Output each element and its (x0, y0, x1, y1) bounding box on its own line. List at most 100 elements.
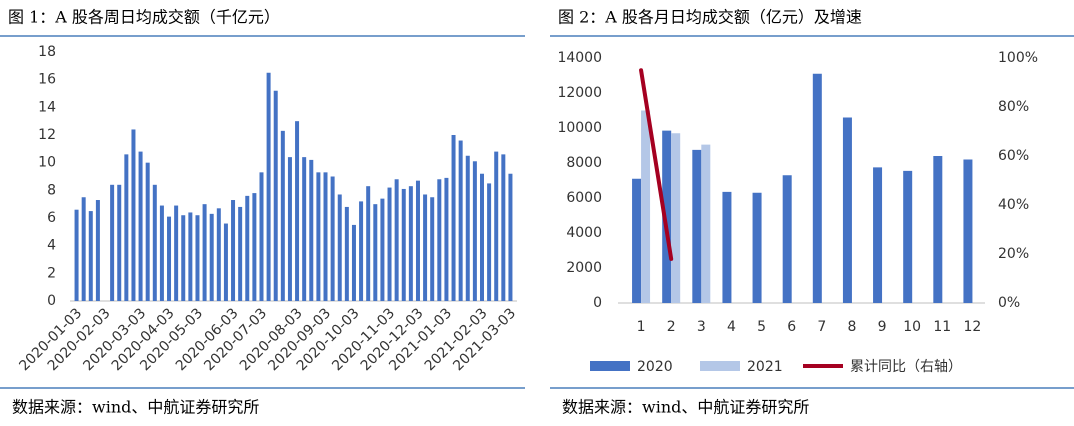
y-tick-label: 8 (47, 182, 56, 198)
bar (465, 155, 470, 301)
x-tick-label: 10 (903, 319, 921, 335)
bar (873, 167, 883, 303)
x-tick-label: 12 (964, 319, 982, 335)
bar (359, 201, 364, 301)
bar (273, 90, 278, 301)
bar (138, 151, 143, 301)
bar (671, 133, 681, 303)
bar (812, 73, 822, 303)
y2-tick-label: 100% (998, 50, 1038, 66)
bar (394, 179, 399, 301)
bar (81, 197, 86, 301)
bar (330, 176, 335, 301)
bar (451, 135, 456, 301)
bar (238, 206, 243, 301)
bar (302, 157, 307, 301)
bar (216, 208, 221, 301)
x-tick-label: 2 (667, 319, 676, 335)
y-tick-label: 4000 (566, 225, 602, 241)
bar (231, 200, 236, 301)
legend-swatch (700, 361, 740, 371)
bar (701, 144, 711, 303)
bar (152, 184, 157, 301)
chart-title: 图 2：A 股各月日均成交额（亿元）及增速 (558, 8, 862, 27)
y-tick-label: 14 (38, 99, 56, 115)
legend-label: 累计同比（右轴） (850, 359, 962, 375)
bar (287, 157, 292, 301)
bar (752, 192, 762, 303)
bar (501, 154, 506, 301)
y2-tick-label: 80% (998, 99, 1029, 115)
y-tick-label: 18 (38, 44, 56, 60)
bar (401, 188, 406, 301)
y-tick-label: 10000 (557, 120, 602, 136)
legend-swatch (590, 361, 630, 371)
bar (479, 173, 484, 301)
bar (209, 213, 214, 301)
y-tick-label: 8000 (566, 155, 602, 171)
bar (387, 187, 392, 301)
x-tick-label: 1 (637, 319, 646, 335)
bar (487, 183, 492, 301)
bar (842, 117, 852, 303)
bar (692, 149, 702, 303)
bar (145, 162, 150, 301)
source-note: 数据来源：wind、中航证券研究所 (562, 398, 809, 417)
bar (110, 184, 115, 301)
x-tick-label: 3 (697, 319, 706, 335)
y2-tick-label: 40% (998, 197, 1029, 213)
bar (266, 72, 271, 301)
bar (903, 170, 913, 303)
bar (195, 215, 200, 301)
bar (415, 180, 420, 301)
bar (508, 173, 513, 301)
bar (641, 110, 651, 303)
bar (472, 161, 477, 301)
bar (782, 175, 792, 303)
bar (337, 194, 342, 301)
x-tick-label: 5 (757, 319, 766, 335)
bar (252, 193, 257, 301)
bar (373, 204, 378, 301)
bar (662, 130, 672, 303)
y-tick-label: 16 (38, 72, 56, 88)
y-tick-label: 0 (593, 295, 602, 311)
bar (444, 177, 449, 301)
bar (430, 197, 435, 301)
y-tick-label: 2000 (566, 260, 602, 276)
x-tick-label: 4 (727, 319, 736, 335)
bar (963, 159, 973, 303)
y-tick-label: 12000 (557, 85, 602, 101)
legend-label: 2021 (747, 359, 783, 375)
bar (88, 211, 93, 301)
y-tick-label: 6 (47, 210, 56, 226)
y-tick-label: 2 (47, 265, 56, 281)
bar (202, 204, 207, 301)
bar (309, 159, 314, 301)
bar (351, 224, 356, 301)
bar (95, 200, 100, 301)
bar (933, 156, 943, 303)
bar (323, 172, 328, 301)
bar (181, 215, 186, 301)
bar (423, 194, 428, 301)
bar (366, 186, 371, 301)
bar (223, 223, 228, 301)
bar (380, 198, 385, 301)
bar (280, 130, 285, 301)
bar (316, 172, 321, 301)
bar (159, 205, 164, 301)
source-note: 数据来源：wind、中航证券研究所 (12, 398, 259, 417)
bar (167, 216, 172, 301)
x-tick-label: 11 (933, 319, 951, 335)
bar (245, 195, 250, 301)
y-tick-label: 14000 (557, 50, 602, 66)
bar (117, 184, 122, 301)
bar (437, 179, 442, 301)
bar (458, 140, 463, 301)
y2-tick-label: 20% (998, 246, 1029, 262)
y2-tick-label: 0% (998, 295, 1020, 311)
y-tick-label: 12 (38, 127, 56, 143)
bar (259, 172, 264, 301)
